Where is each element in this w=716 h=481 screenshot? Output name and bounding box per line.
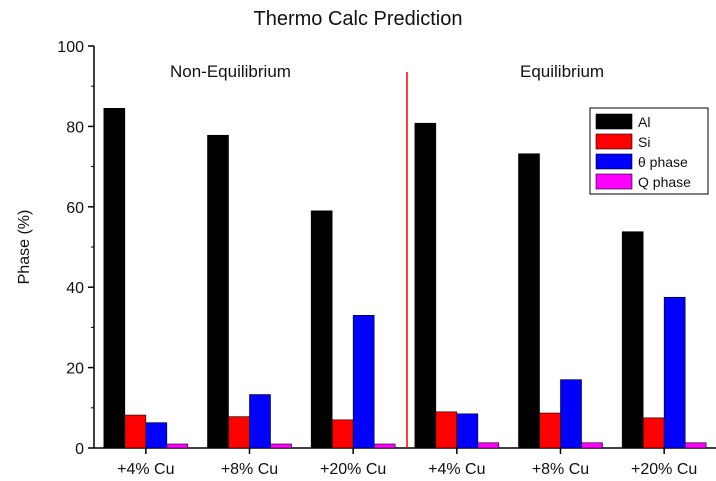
legend-label: θ phase [638,154,688,170]
y-tick-label: 0 [75,441,84,458]
bar-q-phase-4 [581,442,603,449]
bar--phase-1 [249,394,271,449]
bar-al-4 [518,153,540,449]
bar-si-4 [539,412,561,449]
bar-al-1 [207,134,229,449]
legend-swatch [595,173,633,190]
bar-si-2 [331,419,354,449]
bar-si-5 [642,417,665,449]
y-tick-label: 100 [57,39,84,56]
y-tick-label: 60 [66,200,84,217]
x-tick-label: +4% Cu [117,461,174,478]
y-tick-label: 20 [66,361,84,378]
bar-al-5 [621,231,644,449]
bar--phase-0 [145,422,168,449]
chart-title: Thermo Calc Prediction [253,8,463,30]
bar-q-phase-1 [270,443,292,449]
x-tick-label: +8% Cu [221,461,278,478]
bar-si-1 [228,416,250,449]
region-label-equilibrium: Equilibrium [520,62,605,81]
legend-swatch [595,153,633,170]
bar-al-2 [310,210,333,449]
bar--phase-3 [456,413,479,449]
bar--phase-2 [352,315,375,449]
legend-label: Si [638,134,650,150]
x-tick-label: +20% Cu [320,461,386,478]
bar-si-0 [124,414,147,449]
bar--phase-4 [560,379,582,449]
bar-al-0 [103,108,126,449]
bar-q-phase-3 [477,442,500,449]
bar-si-3 [435,411,458,449]
y-tick-label: 40 [66,280,84,297]
legend-swatch [595,133,633,150]
region-label-non-equilibrium: Non-Equilibrium [170,62,291,81]
x-tick-label: +4% Cu [428,461,485,478]
bar-q-phase-0 [166,443,189,449]
x-tick-label: +20% Cu [631,461,697,478]
legend-label: Al [638,114,650,130]
y-tick-label: 80 [66,119,84,136]
bar-q-phase-2 [373,443,396,449]
legend-label: Q phase [638,174,691,190]
legend-swatch [595,113,633,130]
x-tick-label: +8% Cu [532,461,589,478]
bar-al-3 [414,122,437,449]
bar--phase-5 [663,296,686,449]
bar-q-phase-5 [684,442,707,449]
